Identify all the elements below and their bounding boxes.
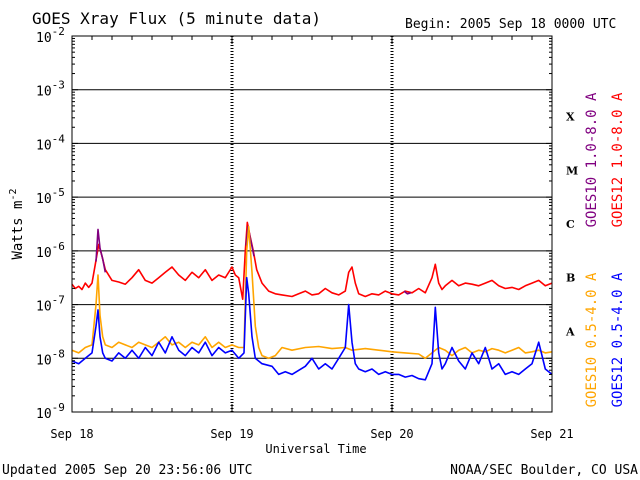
- y-tick-label-base: 10: [36, 246, 52, 261]
- y-tick-label: 10-4: [36, 132, 65, 153]
- y-tick-label-base: 10: [36, 407, 52, 422]
- legend-entry: GOES10 1.0-8.0 A: [584, 92, 600, 227]
- class-label: A: [565, 325, 575, 338]
- y-tick-label-exp: -2: [52, 25, 65, 38]
- updated-footer: Updated 2005 Sep 20 23:56:06 UTC: [2, 463, 252, 478]
- class-layer: X M C B A: [565, 111, 578, 339]
- y-tick-label-base: 10: [36, 138, 52, 153]
- y-tick-label: 10-6: [36, 240, 65, 261]
- y-tick-label: 10-5: [36, 186, 65, 207]
- y-axis-label-base: Watts m: [10, 201, 26, 260]
- y-tick-label-base: 10: [36, 31, 52, 46]
- class-label: X: [566, 111, 575, 124]
- grid-layer: [72, 36, 552, 412]
- y-tick-label: 10-9: [36, 401, 65, 422]
- y-tick-label-exp: -7: [52, 294, 65, 307]
- x-tick-label: Sep 21: [530, 427, 573, 441]
- begin-label: Begin: 2005 Sep 18 0000 UTC: [405, 17, 616, 32]
- y-tick-label-exp: -5: [52, 186, 65, 199]
- series-layer: [71, 221, 553, 381]
- series-line: [71, 276, 553, 381]
- x-tick-label: Sep 19: [210, 427, 253, 441]
- series-line: [71, 221, 553, 301]
- y-tick-label-base: 10: [36, 353, 52, 368]
- chart-title: GOES Xray Flux (5 minute data): [32, 9, 321, 28]
- x-tick-label: Sep 18: [50, 427, 93, 441]
- series-line: [71, 225, 553, 360]
- y-tick-label: 10-2: [36, 25, 65, 46]
- y-tick-label-exp: -3: [52, 79, 65, 92]
- y-tick-label-exp: -8: [52, 347, 65, 360]
- x-axis-label: Universal Time: [265, 442, 366, 456]
- y-tick-label-exp: -4: [52, 132, 66, 145]
- source-footer: NOAA/SEC Boulder, CO USA: [450, 463, 638, 478]
- series-line: [95, 228, 107, 273]
- y-tick-label: 10-7: [36, 294, 65, 315]
- legend-entry: GOES12 1.0-8.0 A: [610, 92, 626, 227]
- legend-entry: GOES10 0.5-4.0 A: [584, 272, 600, 407]
- y-tick-label-base: 10: [36, 85, 52, 100]
- legend-layer: GOES10 1.0-8.0 A GOES12 1.0-8.0 A GOES10 0…: [584, 92, 626, 407]
- y-tick-label-base: 10: [36, 192, 52, 207]
- x-tick-label: Sep 20: [370, 427, 413, 441]
- class-label: M: [566, 164, 578, 177]
- class-label: B: [566, 272, 575, 285]
- series-line: [403, 290, 411, 295]
- class-label: C: [566, 218, 575, 231]
- y-tick-label: 10-8: [36, 347, 65, 368]
- plot-frame: [71, 35, 553, 413]
- legend-entry: GOES12 0.5-4.0 A: [610, 272, 626, 407]
- y-axis-label: Watts m-2: [8, 188, 26, 259]
- y-tick-label: 10-3: [36, 79, 65, 100]
- y-tick-label-exp: -9: [52, 401, 65, 414]
- y-tick-label-base: 10: [36, 300, 52, 315]
- y-tick-label-exp: -6: [52, 240, 65, 253]
- y-axis-label-exp: -2: [8, 188, 19, 200]
